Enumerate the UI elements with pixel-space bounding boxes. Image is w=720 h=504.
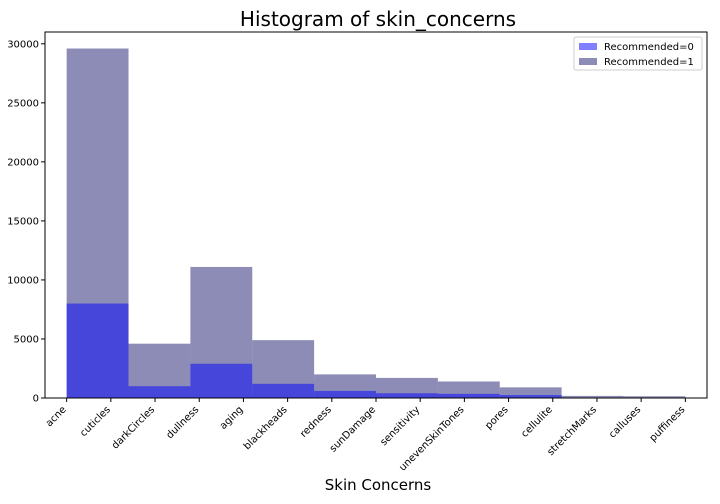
bar-recommended-0-bin-5 bbox=[376, 393, 438, 398]
x-tick-label-blackheads: blackheads bbox=[242, 404, 290, 452]
x-tick-label-sensitivity: sensitivity bbox=[379, 404, 423, 448]
x-tick-label-cuticles: cuticles bbox=[78, 404, 113, 439]
x-tick-label-calluses: calluses bbox=[607, 404, 643, 440]
legend: Recommended=0 Recommended=1 bbox=[573, 36, 703, 71]
x-tick-label-redness: redness bbox=[298, 404, 334, 440]
legend-label-0: Recommended=0 bbox=[604, 42, 694, 53]
bar-recommended-0-bin-1 bbox=[128, 386, 191, 398]
x-tick-label-darkCircles: darkCircles bbox=[110, 404, 157, 451]
x-tick-label-aging: aging bbox=[218, 404, 246, 432]
bar-recommended-0-bin-7 bbox=[499, 395, 562, 398]
bar-recommended-0-bin-3 bbox=[252, 383, 315, 398]
y-tick-label: 5000 bbox=[14, 334, 39, 345]
bar-recommended-0-bin-4 bbox=[314, 390, 376, 398]
x-tick-label-dullness: dullness bbox=[164, 404, 201, 441]
x-tick-label-sunDamage: sunDamage bbox=[328, 404, 378, 454]
legend-swatch-1 bbox=[579, 58, 597, 65]
legend-box bbox=[573, 36, 703, 71]
bar-recommended-1-bin-7 bbox=[499, 387, 562, 398]
bar-recommended-0-bin-6 bbox=[437, 393, 500, 398]
x-tick-label-puffiness: puffiness bbox=[648, 404, 688, 444]
y-tick-label: 20000 bbox=[7, 157, 39, 168]
x-tick-label-acne: acne bbox=[44, 404, 69, 429]
plot-frame bbox=[44, 31, 708, 399]
legend-swatch-0 bbox=[579, 43, 597, 50]
bar-recommended-0-bin-0 bbox=[66, 303, 129, 398]
x-tick-label-cellulite: cellulite bbox=[519, 404, 554, 439]
y-tick-label: 0 bbox=[33, 394, 39, 405]
x-axis-label: Skin Concerns bbox=[325, 476, 432, 494]
bar-recommended-1-bin-5 bbox=[376, 377, 438, 398]
legend-label-1: Recommended=1 bbox=[604, 57, 694, 68]
chart-title: Histogram of skin_concerns bbox=[240, 7, 516, 31]
bars-recommended-1 bbox=[66, 48, 686, 399]
y-tick-label: 10000 bbox=[7, 275, 39, 286]
y-tick-label: 30000 bbox=[7, 39, 39, 50]
y-tick-label: 15000 bbox=[7, 216, 39, 227]
y-axis: 0 5000 10000 15000 20000 25000 30000 bbox=[7, 39, 45, 405]
bar-recommended-1-bin-8 bbox=[561, 395, 624, 398]
bars-recommended-0 bbox=[66, 303, 686, 398]
bar-recommended-0-bin-2 bbox=[190, 363, 253, 398]
y-tick-label: 25000 bbox=[7, 98, 39, 109]
bar-recommended-1-bin-9 bbox=[623, 396, 686, 398]
x-tick-label-pores: pores bbox=[483, 404, 510, 431]
